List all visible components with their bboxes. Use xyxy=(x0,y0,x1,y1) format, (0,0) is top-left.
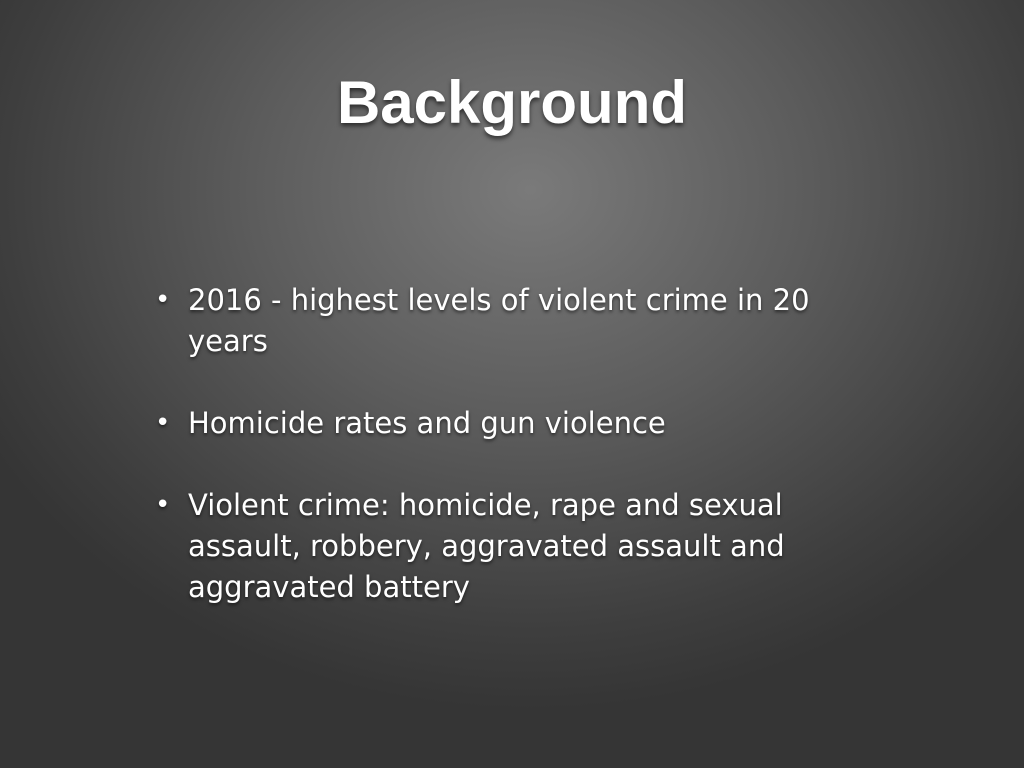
bullet-item: • Violent crime: homicide, rape and sexu… xyxy=(155,485,855,608)
bullet-item: • 2016 - highest levels of violent crime… xyxy=(155,280,855,362)
bullet-dot-icon: • xyxy=(155,490,171,520)
bullet-text: 2016 - highest levels of violent crime i… xyxy=(188,283,810,358)
bullet-text: Homicide rates and gun violence xyxy=(188,406,666,440)
bullet-dot-icon: • xyxy=(155,408,171,438)
bullet-list: • 2016 - highest levels of violent crime… xyxy=(155,280,855,649)
bullet-dot-icon: • xyxy=(155,285,171,315)
slide-title: Background xyxy=(336,69,688,136)
bullet-item: • Homicide rates and gun violence xyxy=(155,403,855,444)
bullet-text: Violent crime: homicide, rape and sexual… xyxy=(188,488,785,604)
